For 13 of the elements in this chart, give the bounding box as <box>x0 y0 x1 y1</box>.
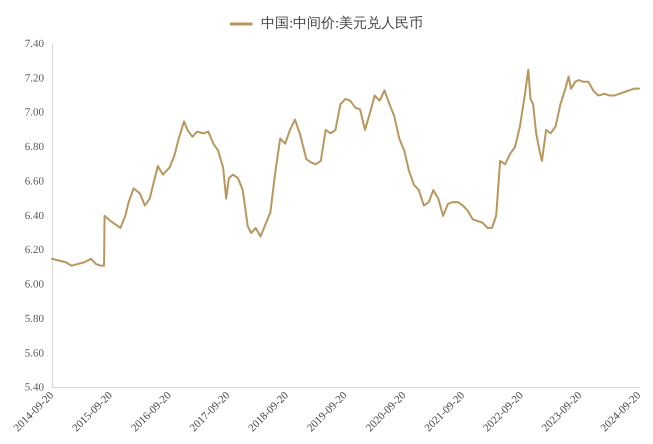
y-tick-label: 5.80 <box>24 312 44 325</box>
y-tick-label: 5.40 <box>24 382 44 394</box>
y-tick-label: 5.60 <box>24 347 44 360</box>
y-tick-label: 6.80 <box>24 141 44 154</box>
y-tick-label: 6.00 <box>24 278 44 291</box>
line-series <box>51 68 640 267</box>
y-tick-label: 6.40 <box>24 210 44 222</box>
y-tick-label: 7.20 <box>24 72 44 84</box>
y-tick-label: 7.40 <box>24 38 44 50</box>
y-tick-label: 7.00 <box>24 106 44 119</box>
y-tick-label: 6.60 <box>24 175 44 188</box>
y-tick-label: 6.20 <box>24 244 44 256</box>
legend-label: 中国:中间价:美元兑人民币 <box>261 16 424 32</box>
